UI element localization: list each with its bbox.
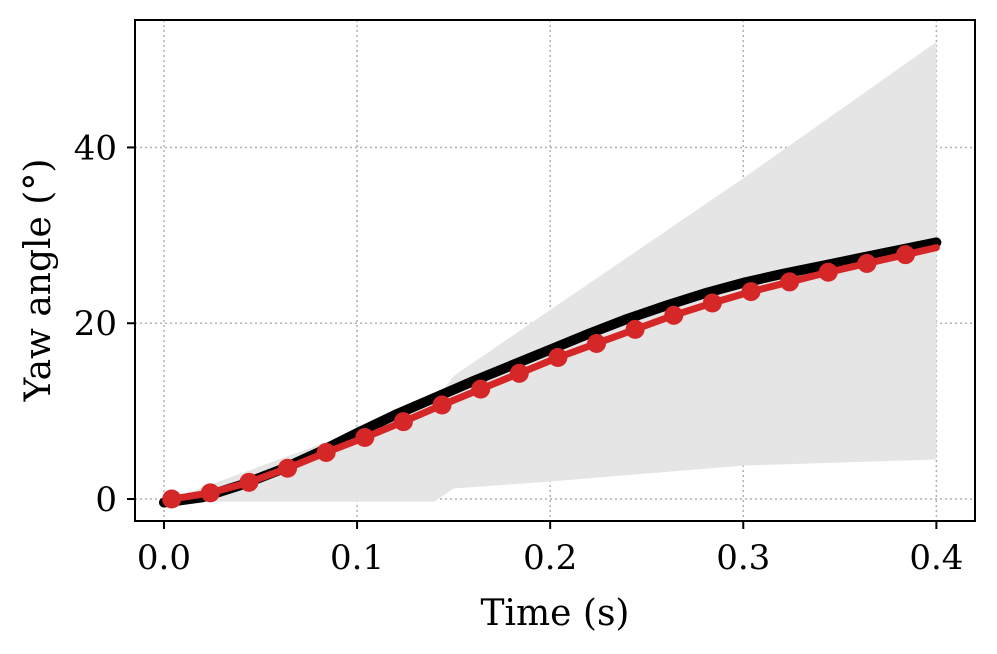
series-marker (162, 489, 182, 509)
y-tick-label: 40 (74, 128, 117, 168)
series-marker (509, 363, 529, 383)
series-marker (471, 379, 491, 399)
y-tick-label: 20 (74, 304, 117, 344)
y-tick-label: 0 (95, 480, 117, 520)
series-marker (625, 319, 645, 339)
x-tick-label: 0.0 (137, 538, 191, 578)
series-marker (702, 293, 722, 313)
series-marker (587, 333, 607, 353)
series-marker (278, 458, 298, 478)
series-marker (895, 245, 915, 265)
series-marker (239, 472, 259, 492)
series-marker (316, 442, 336, 462)
x-tick-label: 0.2 (523, 538, 577, 578)
series-marker (200, 483, 220, 503)
uncertainty-band (163, 41, 937, 502)
x-tick-label: 0.1 (330, 538, 384, 578)
series-marker (393, 412, 413, 432)
series-marker (741, 282, 761, 302)
series-marker (664, 305, 684, 325)
series-marker (355, 428, 375, 447)
y-axis-label: Yaw angle (°) (18, 159, 59, 403)
x-axis-label: Time (s) (481, 593, 630, 634)
x-tick-label: 0.4 (909, 538, 963, 578)
series-marker (818, 262, 838, 282)
series-marker (857, 253, 877, 273)
series-marker (780, 272, 800, 292)
plot-area: 0.0 0.1 0.2 0.3 0.4 0 20 40 (74, 19, 976, 578)
series-marker (548, 348, 568, 368)
x-tick-label: 0.3 (716, 538, 770, 578)
series-marker (432, 395, 452, 415)
axes-frame (134, 19, 976, 522)
